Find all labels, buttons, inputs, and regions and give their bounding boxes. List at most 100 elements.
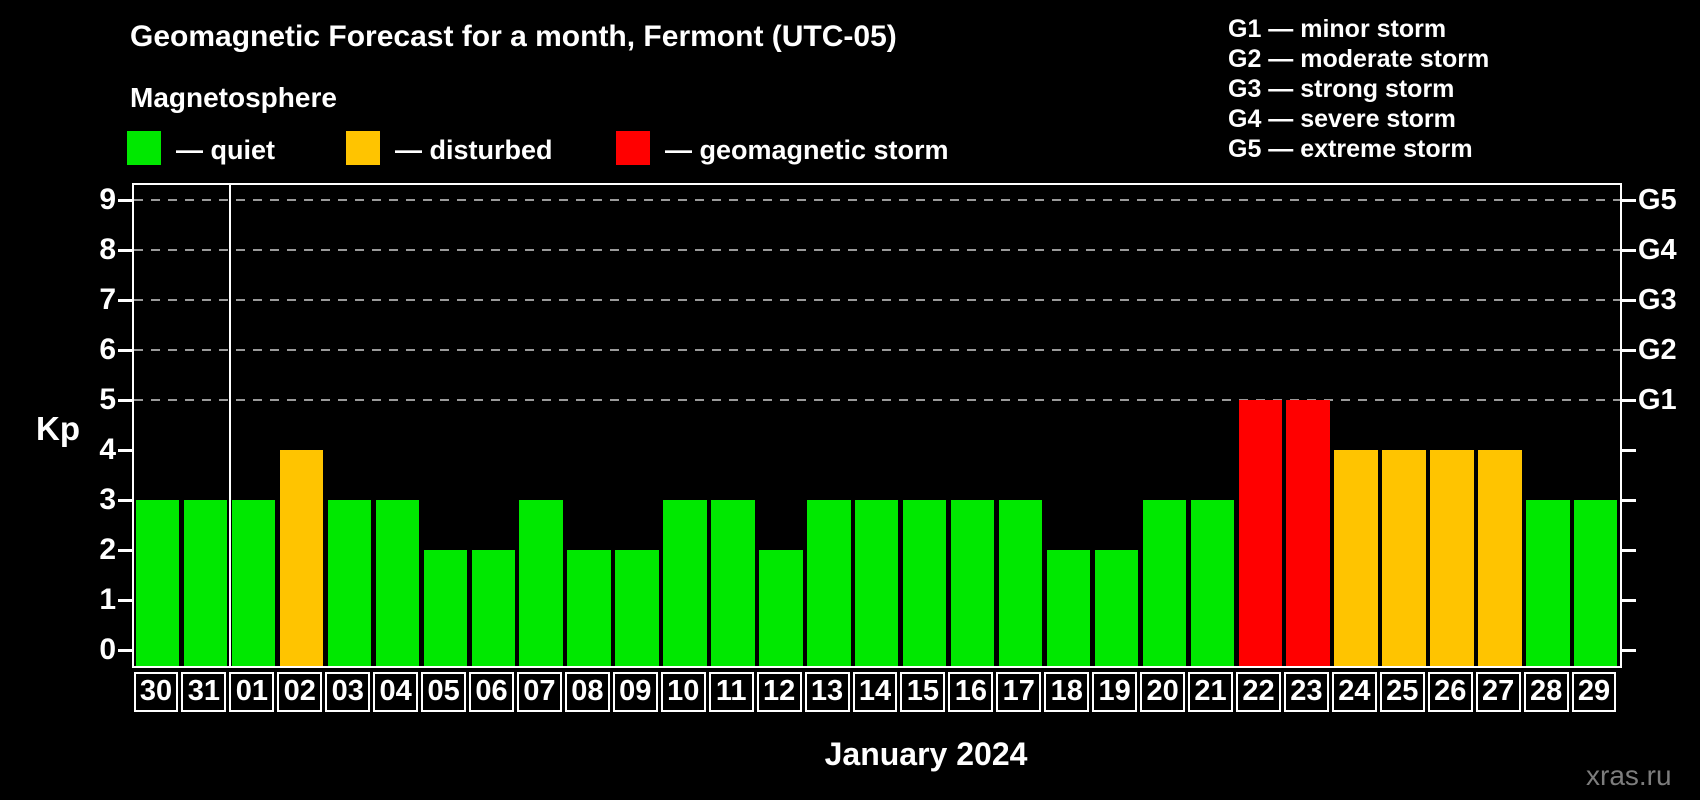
kp-bar-day-24 (1334, 450, 1378, 666)
day-label-01: 01 (229, 672, 275, 712)
kp-bar-day-29 (1574, 500, 1618, 666)
y-axis-tick-left (118, 299, 132, 302)
kp-bar-day-14 (855, 500, 899, 666)
g-axis-label-G3: G3 (1638, 284, 1677, 316)
day-label-02: 02 (277, 672, 323, 712)
day-label-16: 16 (948, 672, 994, 712)
kp-bar-day-26 (1430, 450, 1474, 666)
day-label-14: 14 (852, 672, 898, 712)
y-axis-tick-right (1622, 399, 1636, 402)
kp-bar-day-15 (902, 500, 947, 666)
kp-bar-day-05 (423, 550, 468, 666)
kp-bar-day-08 (567, 550, 611, 666)
gridline-kp6 (134, 349, 1620, 351)
watermark: xras.ru (1586, 760, 1672, 791)
kp-bar-day-21 (1190, 500, 1234, 666)
y-axis-tick-right (1622, 249, 1636, 252)
y-axis-tick-right (1622, 449, 1636, 452)
kp-bar-day-25 (1382, 450, 1426, 666)
day-label-18: 18 (1044, 672, 1090, 712)
kp-bar-day-20 (1142, 500, 1187, 666)
y-axis-tick-right (1622, 299, 1636, 302)
kp-bar-day-10 (663, 500, 707, 666)
kp-bar-day-01 (231, 500, 276, 666)
day-label-05: 05 (421, 672, 467, 712)
day-label-30: 30 (133, 672, 179, 712)
quiet-legend-swatch (127, 131, 161, 165)
day-label-22: 22 (1236, 672, 1281, 712)
y-axis-tick-left (118, 349, 132, 352)
day-label-03: 03 (325, 672, 371, 712)
gridline-kp9 (134, 199, 1620, 201)
day-label-13: 13 (804, 672, 850, 712)
day-label-31: 31 (181, 672, 227, 712)
day-label-21: 21 (1188, 672, 1233, 712)
month-separator-line (228, 185, 231, 666)
y-tick-label-7: 7 (99, 283, 116, 316)
y-axis-tick-left (118, 199, 132, 202)
day-label-19: 19 (1092, 672, 1138, 712)
magnetosphere-subtitle: Magnetosphere (130, 82, 337, 113)
day-label-25: 25 (1379, 672, 1425, 712)
day-label-10: 10 (660, 672, 706, 712)
kp-bar-day-06 (471, 550, 515, 666)
gridline-kp7 (134, 299, 1620, 301)
day-label-06: 06 (469, 672, 514, 712)
kp-bar-day-13 (807, 500, 851, 666)
kp-bar-day-27 (1478, 450, 1522, 666)
y-axis-tick-left (118, 649, 132, 652)
kp-bar-day-07 (519, 500, 563, 666)
disturbed-legend-label: — disturbed (395, 135, 553, 165)
x-axis-title: January 2024 (824, 736, 1028, 772)
y-axis-tick-left (118, 399, 132, 402)
kp-bar-day-28 (1526, 500, 1570, 666)
storm-legend-swatch (616, 131, 650, 165)
kp-bar-day-18 (1046, 550, 1091, 666)
g-scale-legend-line: G1 — minor storm (1228, 15, 1447, 43)
y-axis-tick-left (118, 549, 132, 552)
day-label-17: 17 (996, 672, 1042, 712)
g-scale-legend-line: G2 — moderate storm (1228, 45, 1490, 73)
g-scale-legend: G1 — minor storm G2 — moderate storm G3 — … (1228, 14, 1489, 164)
y-axis-tick-right (1622, 199, 1636, 202)
y-axis-tick-right (1622, 349, 1636, 352)
kp-bar-day-30 (136, 500, 180, 666)
kp-bar-day-04 (375, 500, 420, 666)
y-tick-label-4: 4 (99, 433, 116, 466)
y-tick-label-5: 5 (99, 383, 116, 416)
y-axis-tick-right (1622, 599, 1636, 602)
page-title: Geomagnetic Forecast for a month, Fermon… (130, 20, 897, 53)
g-axis-label-G5: G5 (1638, 184, 1677, 216)
g-scale-legend-line: G5 — extreme storm (1228, 135, 1473, 163)
y-axis-tick-right (1622, 649, 1636, 652)
kp-axis-label: Kp (36, 410, 80, 447)
day-label-20: 20 (1140, 672, 1186, 712)
y-tick-label-8: 8 (99, 233, 116, 266)
g-axis-label-G2: G2 (1638, 334, 1677, 366)
plot-area (132, 183, 1622, 668)
kp-bar-day-31 (183, 500, 228, 666)
day-label-12: 12 (756, 672, 802, 712)
g-scale-legend-line: G3 — strong storm (1228, 75, 1455, 103)
storm-legend-label: — geomagnetic storm (665, 135, 949, 165)
day-label-26: 26 (1427, 672, 1473, 712)
kp-bar-day-16 (950, 500, 995, 666)
y-axis-tick-right (1622, 549, 1636, 552)
day-label-08: 08 (564, 672, 610, 712)
day-label-23: 23 (1283, 672, 1329, 712)
kp-bar-day-03 (327, 500, 372, 666)
y-tick-label-1: 1 (99, 583, 116, 616)
day-label-27: 27 (1475, 672, 1521, 712)
kp-bar-day-19 (1094, 550, 1139, 666)
kp-bar-day-09 (615, 550, 659, 666)
y-tick-label-0: 0 (99, 633, 116, 666)
quiet-legend-label: — quiet (176, 135, 275, 165)
kp-bar-day-11 (711, 500, 755, 666)
y-axis-tick-left (118, 449, 132, 452)
kp-bar-day-02 (279, 450, 324, 666)
day-label-07: 07 (516, 672, 562, 712)
day-label-28: 28 (1523, 672, 1569, 712)
y-tick-label-6: 6 (99, 333, 116, 366)
g-scale-legend-line: G4 — severe storm (1228, 105, 1456, 133)
